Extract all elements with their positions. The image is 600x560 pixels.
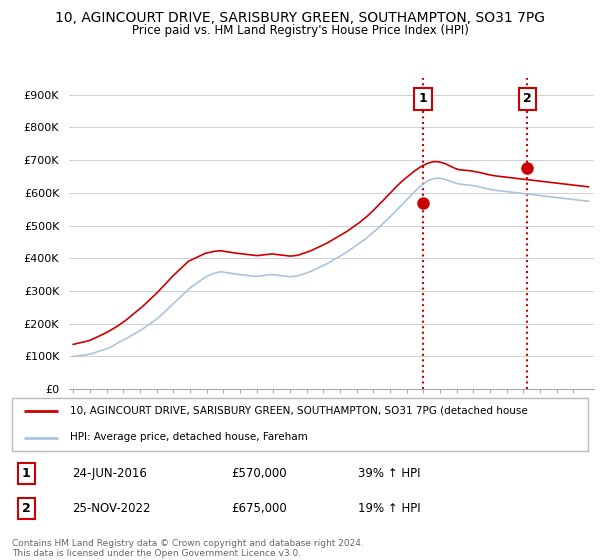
Text: 25-NOV-2022: 25-NOV-2022: [73, 502, 151, 515]
Text: Price paid vs. HM Land Registry's House Price Index (HPI): Price paid vs. HM Land Registry's House …: [131, 24, 469, 36]
Text: 10, AGINCOURT DRIVE, SARISBURY GREEN, SOUTHAMPTON, SO31 7PG: 10, AGINCOURT DRIVE, SARISBURY GREEN, SO…: [55, 11, 545, 25]
FancyBboxPatch shape: [12, 398, 588, 451]
Text: 2: 2: [523, 92, 532, 105]
Text: £570,000: £570,000: [231, 468, 287, 480]
Text: HPI: Average price, detached house, Fareham: HPI: Average price, detached house, Fare…: [70, 432, 307, 442]
Text: 2: 2: [22, 502, 31, 515]
Text: 1: 1: [419, 92, 428, 105]
Text: £675,000: £675,000: [231, 502, 287, 515]
Text: 19% ↑ HPI: 19% ↑ HPI: [358, 502, 420, 515]
Text: Contains HM Land Registry data © Crown copyright and database right 2024.
This d: Contains HM Land Registry data © Crown c…: [12, 539, 364, 558]
Text: 1: 1: [22, 468, 31, 480]
Text: 24-JUN-2016: 24-JUN-2016: [73, 468, 148, 480]
Text: 39% ↑ HPI: 39% ↑ HPI: [358, 468, 420, 480]
Text: 10, AGINCOURT DRIVE, SARISBURY GREEN, SOUTHAMPTON, SO31 7PG (detached house: 10, AGINCOURT DRIVE, SARISBURY GREEN, SO…: [70, 406, 527, 416]
